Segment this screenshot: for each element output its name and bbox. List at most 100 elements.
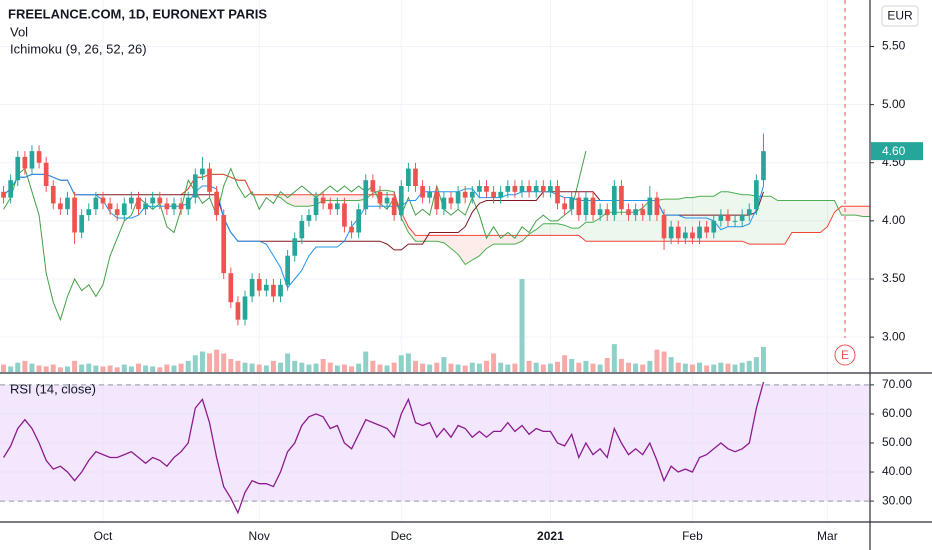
candle-body	[107, 203, 113, 210]
cloud	[408, 226, 416, 242]
cloud	[770, 196, 778, 245]
cloud	[287, 194, 295, 207]
candle-body	[647, 197, 653, 216]
candle-body	[434, 191, 440, 210]
cloud	[465, 235, 473, 265]
candle-body	[285, 255, 290, 285]
candle-body	[335, 203, 340, 210]
volume-bar	[505, 364, 511, 372]
cloud	[742, 194, 750, 245]
volume-bar	[299, 362, 305, 372]
volume-bar	[583, 360, 589, 372]
volume-bar	[540, 364, 546, 372]
ichimoku	[3, 150, 927, 322]
volume-bar	[654, 349, 660, 372]
cloud	[855, 206, 863, 217]
volume-bar	[753, 357, 759, 372]
candle-body	[732, 220, 738, 222]
volume-bar	[611, 344, 617, 372]
volume-bar	[597, 364, 603, 372]
cloud	[784, 200, 792, 245]
cloud	[614, 212, 622, 242]
volume-bar	[434, 362, 440, 372]
candle-body	[398, 186, 404, 216]
candle-body	[661, 215, 667, 239]
volume-bar	[263, 365, 269, 372]
cloud	[493, 235, 501, 245]
candle-body	[427, 191, 433, 198]
volume-bar	[377, 364, 383, 372]
volume-bar	[93, 365, 99, 372]
candle-body	[221, 215, 227, 274]
candle-body	[540, 186, 546, 192]
event-marker[interactable]	[834, 344, 856, 366]
candle-body	[171, 203, 177, 210]
candle-body	[413, 168, 418, 186]
cloud	[735, 193, 743, 242]
volume-bar	[725, 363, 731, 372]
candle-body	[533, 186, 539, 192]
volume-bar	[36, 365, 42, 372]
candle-body	[548, 186, 553, 192]
volume-bar	[50, 364, 56, 372]
candle-body	[384, 197, 390, 204]
x-tick-label: 2021	[537, 529, 564, 543]
span-b	[180, 173, 870, 245]
cloud	[791, 200, 799, 233]
volume-bar	[412, 360, 418, 372]
candle-body	[420, 186, 425, 198]
lagging-span	[3, 150, 587, 322]
candle-body	[192, 174, 198, 198]
currency-box[interactable]	[881, 5, 919, 27]
cloud	[920, 206, 927, 221]
candle-body	[690, 232, 695, 239]
candle-body	[164, 203, 170, 210]
candle-body	[469, 191, 475, 198]
volume-bar	[697, 362, 703, 372]
candle-body	[50, 186, 56, 204]
cloud	[600, 212, 608, 242]
volume-bar	[398, 355, 404, 372]
volume-bar	[306, 364, 312, 372]
candle-body	[391, 197, 397, 216]
x-tick-label: Dec	[391, 529, 412, 543]
cloud	[479, 235, 487, 256]
volume-bar	[22, 360, 28, 372]
volume-bar	[114, 367, 120, 372]
volume-bar	[8, 366, 14, 372]
cloud	[301, 194, 309, 207]
candle-body	[299, 220, 305, 239]
candle-body	[22, 156, 28, 169]
cloud	[862, 206, 870, 217]
volume-bar	[476, 363, 482, 372]
candle-body	[491, 191, 496, 198]
candle-body	[214, 191, 219, 216]
cloud	[635, 207, 643, 242]
volume-bar	[711, 364, 717, 372]
y-tick-label: 30.00	[882, 493, 912, 507]
volume-bar	[249, 363, 255, 372]
cloud	[628, 212, 636, 242]
candle-body	[271, 284, 276, 297]
candle-body	[349, 226, 354, 233]
volume-bar	[320, 358, 326, 372]
candle-body	[746, 209, 752, 216]
candle-body	[79, 215, 85, 233]
cloud	[436, 235, 444, 243]
cloud	[798, 200, 807, 233]
candle-body	[668, 226, 674, 239]
y-tick-label: 50.00	[882, 435, 912, 449]
candle-body	[576, 197, 582, 216]
candle-body	[370, 180, 376, 192]
x-tick-label: Oct	[94, 529, 113, 543]
cloud	[458, 235, 466, 265]
volume-bar	[242, 362, 248, 372]
volume-bar	[164, 364, 170, 372]
volume-bar	[384, 365, 390, 372]
volume-bar	[64, 366, 70, 372]
candle-body	[356, 209, 361, 233]
volume-bar	[519, 279, 525, 372]
volume-bar	[484, 360, 489, 372]
candle-body	[15, 156, 21, 181]
cloud	[607, 212, 615, 242]
